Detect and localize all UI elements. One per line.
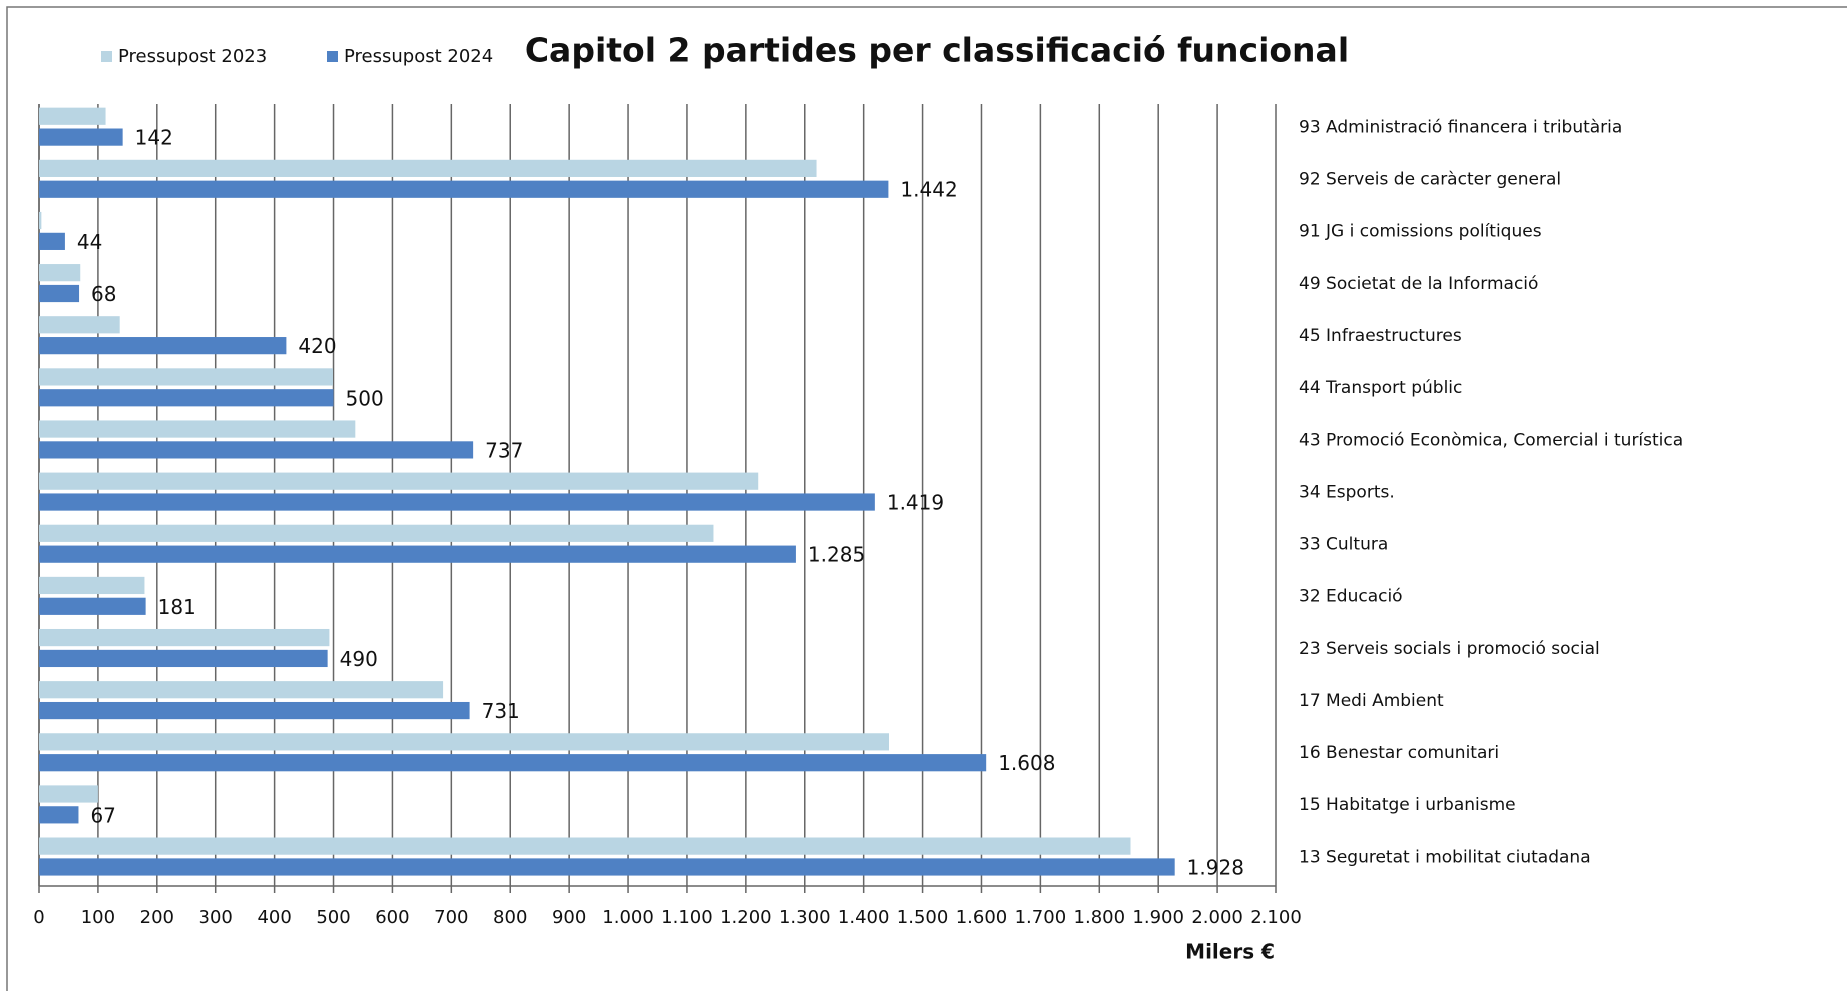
x-tick-label: 1.300: [779, 907, 831, 928]
x-tick-label: 900: [552, 907, 586, 928]
x-tick-label: 1.700: [1015, 907, 1067, 928]
value-label: 181: [158, 595, 196, 619]
bar: [39, 368, 333, 386]
bar: [39, 545, 796, 563]
x-tick-label: 0: [33, 907, 44, 928]
bar: [39, 128, 123, 146]
x-tick-label: 500: [316, 907, 350, 928]
bar: [39, 420, 356, 438]
category-label: 92 Serveis de caràcter general: [1299, 170, 1561, 190]
chart-title: Capitol 2 partides per classificació fun…: [525, 31, 1349, 70]
x-tick-label: 1.900: [1132, 907, 1184, 928]
bar: [39, 754, 987, 772]
category-label: 15 Habitatge i urbanisme: [1299, 795, 1516, 815]
x-tick-label: 1.400: [838, 907, 890, 928]
bar: [39, 806, 79, 824]
bar: [39, 232, 65, 250]
category-label: 13 Seguretat i mobilitat ciutadana: [1299, 847, 1591, 867]
legend-label: Pressupost 2024: [344, 46, 493, 67]
bar: [39, 107, 106, 125]
bar: [39, 649, 328, 668]
value-label: 731: [482, 699, 520, 723]
value-label: 420: [298, 334, 336, 358]
value-label: 44: [77, 230, 102, 254]
bar: [39, 389, 334, 407]
x-tick-label: 200: [140, 907, 174, 928]
bar: [39, 733, 889, 751]
bar: [39, 597, 146, 615]
x-tick-label: 1.200: [720, 907, 772, 928]
bar: [39, 837, 1131, 855]
value-label: 1.442: [900, 178, 957, 202]
category-label: 91 JG i comissions polítiques: [1299, 222, 1542, 242]
value-label: 1.928: [1187, 855, 1244, 879]
x-tick-label: 1.100: [661, 907, 713, 928]
x-tick-label: 300: [199, 907, 233, 928]
legend-swatch: [327, 51, 338, 62]
value-label: 142: [135, 126, 173, 150]
bar: [39, 337, 287, 355]
bar: [39, 284, 80, 303]
value-label: 68: [91, 282, 116, 306]
bar: [39, 681, 444, 699]
bar: [39, 576, 145, 595]
bar: [39, 159, 817, 177]
bar: [39, 180, 889, 198]
category-label: 32 Educació: [1299, 587, 1403, 607]
value-label: 490: [340, 647, 378, 671]
x-tick-label: 1.600: [956, 907, 1008, 928]
bar: [39, 493, 875, 511]
x-tick-label: 1.000: [602, 907, 654, 928]
category-label: 17 Medi Ambient: [1299, 691, 1444, 711]
category-label: 45 Infraestructures: [1299, 326, 1462, 346]
value-label: 500: [346, 386, 384, 410]
legend-label: Pressupost 2023: [118, 46, 267, 67]
value-label: 1.419: [887, 491, 944, 515]
bar: [39, 441, 474, 459]
category-label: 43 Promoció Econòmica, Comercial i turís…: [1299, 430, 1683, 450]
x-tick-label: 1.500: [897, 907, 949, 928]
bar: [39, 858, 1175, 876]
x-tick-label: 800: [493, 907, 527, 928]
bar: [39, 211, 42, 230]
legend-swatch: [101, 51, 112, 62]
bar: [39, 785, 98, 803]
value-label: 1.608: [998, 751, 1055, 775]
value-label: 737: [485, 438, 523, 462]
category-label: 16 Benestar comunitari: [1299, 743, 1499, 763]
value-label: 1.285: [808, 543, 865, 567]
x-tick-label: 400: [257, 907, 291, 928]
category-label: 34 Esports.: [1299, 482, 1395, 502]
x-tick-label: 100: [81, 907, 115, 928]
x-tick-label: 2.000: [1191, 907, 1243, 928]
frame: [6, 6, 1847, 991]
bar: [39, 472, 759, 490]
category-label: 23 Serveis socials i promoció social: [1299, 639, 1600, 659]
bar: [39, 524, 714, 542]
value-label: 67: [90, 803, 115, 827]
category-label: 93 Administració financera i tributària: [1299, 117, 1622, 137]
x-tick-label: 700: [434, 907, 468, 928]
category-label: 44 Transport públic: [1299, 378, 1462, 398]
bar: [39, 316, 120, 334]
x-axis-title: Milers €: [1185, 940, 1275, 964]
x-tick-label: 600: [375, 907, 409, 928]
bar: [39, 701, 470, 720]
x-tick-label: 1.800: [1074, 907, 1126, 928]
category-label: 33 Cultura: [1299, 535, 1388, 555]
category-label: 49 Societat de la Informació: [1299, 274, 1538, 294]
bar: [39, 628, 330, 647]
bar: [39, 264, 81, 282]
x-tick-label: 2.100: [1250, 907, 1302, 928]
